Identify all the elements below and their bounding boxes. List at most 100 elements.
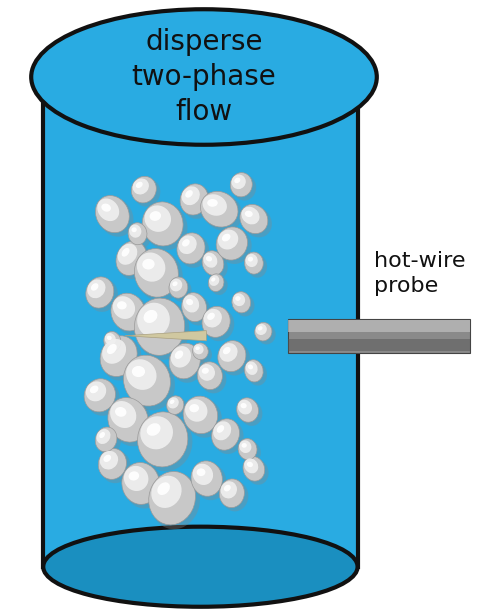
Ellipse shape <box>205 253 228 279</box>
Ellipse shape <box>98 448 126 479</box>
Ellipse shape <box>189 404 199 412</box>
Ellipse shape <box>101 203 111 212</box>
Ellipse shape <box>258 326 263 330</box>
Ellipse shape <box>185 399 207 422</box>
Ellipse shape <box>129 224 142 238</box>
Ellipse shape <box>105 333 116 345</box>
Ellipse shape <box>150 211 161 221</box>
Ellipse shape <box>247 462 253 467</box>
Ellipse shape <box>233 175 256 201</box>
Ellipse shape <box>199 364 215 381</box>
Ellipse shape <box>137 251 183 301</box>
Ellipse shape <box>90 386 98 393</box>
Ellipse shape <box>255 322 272 341</box>
Ellipse shape <box>204 309 222 328</box>
Ellipse shape <box>193 464 213 485</box>
Ellipse shape <box>243 456 264 481</box>
Ellipse shape <box>88 279 118 312</box>
Ellipse shape <box>132 176 156 203</box>
Ellipse shape <box>201 192 238 227</box>
Ellipse shape <box>131 225 151 248</box>
Ellipse shape <box>147 423 160 436</box>
Ellipse shape <box>203 193 242 231</box>
Ellipse shape <box>137 302 170 337</box>
Ellipse shape <box>235 296 240 301</box>
Ellipse shape <box>140 416 173 449</box>
Ellipse shape <box>124 464 164 509</box>
Ellipse shape <box>184 295 211 325</box>
Ellipse shape <box>202 368 209 374</box>
Ellipse shape <box>195 346 200 350</box>
Ellipse shape <box>126 357 175 410</box>
Ellipse shape <box>123 355 170 406</box>
Ellipse shape <box>207 199 218 207</box>
Ellipse shape <box>132 179 149 195</box>
Ellipse shape <box>222 481 248 511</box>
Ellipse shape <box>238 400 252 415</box>
Ellipse shape <box>129 471 139 480</box>
Ellipse shape <box>177 233 205 264</box>
Ellipse shape <box>115 407 126 417</box>
Ellipse shape <box>245 211 252 217</box>
Ellipse shape <box>87 279 106 298</box>
Ellipse shape <box>108 397 148 442</box>
Ellipse shape <box>96 429 110 444</box>
Ellipse shape <box>232 292 251 313</box>
Ellipse shape <box>99 432 105 438</box>
Ellipse shape <box>116 241 146 275</box>
Ellipse shape <box>244 360 263 382</box>
Ellipse shape <box>110 399 153 447</box>
Ellipse shape <box>192 343 208 360</box>
Ellipse shape <box>121 248 130 257</box>
Ellipse shape <box>104 331 121 352</box>
Text: hot-wire
probe: hot-wire probe <box>374 251 466 296</box>
Ellipse shape <box>224 485 231 492</box>
Ellipse shape <box>100 336 137 376</box>
Ellipse shape <box>191 461 222 496</box>
Polygon shape <box>43 567 358 607</box>
Ellipse shape <box>86 277 114 308</box>
Ellipse shape <box>144 310 157 323</box>
Ellipse shape <box>222 233 230 241</box>
Ellipse shape <box>107 334 125 355</box>
Ellipse shape <box>202 251 224 275</box>
Ellipse shape <box>202 306 230 338</box>
Ellipse shape <box>86 381 106 402</box>
Ellipse shape <box>104 455 111 462</box>
Ellipse shape <box>134 179 160 207</box>
Ellipse shape <box>31 9 377 145</box>
Ellipse shape <box>248 257 253 262</box>
Ellipse shape <box>203 194 227 216</box>
Ellipse shape <box>197 362 222 389</box>
Ellipse shape <box>245 254 258 267</box>
Ellipse shape <box>119 243 151 279</box>
Ellipse shape <box>97 198 119 221</box>
Ellipse shape <box>100 451 118 469</box>
Ellipse shape <box>241 443 247 448</box>
Ellipse shape <box>169 399 188 418</box>
Ellipse shape <box>240 400 263 426</box>
Ellipse shape <box>87 381 120 416</box>
Ellipse shape <box>170 278 182 291</box>
Ellipse shape <box>204 309 234 341</box>
Ellipse shape <box>110 401 136 428</box>
Polygon shape <box>288 319 470 353</box>
Ellipse shape <box>113 295 149 335</box>
Ellipse shape <box>220 343 250 376</box>
Ellipse shape <box>95 427 117 452</box>
Ellipse shape <box>242 207 272 237</box>
Ellipse shape <box>231 174 246 189</box>
Ellipse shape <box>219 479 244 508</box>
Ellipse shape <box>171 346 191 368</box>
Ellipse shape <box>113 296 135 319</box>
Ellipse shape <box>98 198 133 237</box>
Ellipse shape <box>221 481 237 498</box>
Text: disperse
two-phase
flow: disperse two-phase flow <box>132 28 276 126</box>
Ellipse shape <box>183 396 217 434</box>
Ellipse shape <box>212 419 240 450</box>
Ellipse shape <box>213 421 231 440</box>
Ellipse shape <box>151 476 181 508</box>
Ellipse shape <box>246 362 258 375</box>
Ellipse shape <box>137 253 165 282</box>
Ellipse shape <box>241 441 261 463</box>
